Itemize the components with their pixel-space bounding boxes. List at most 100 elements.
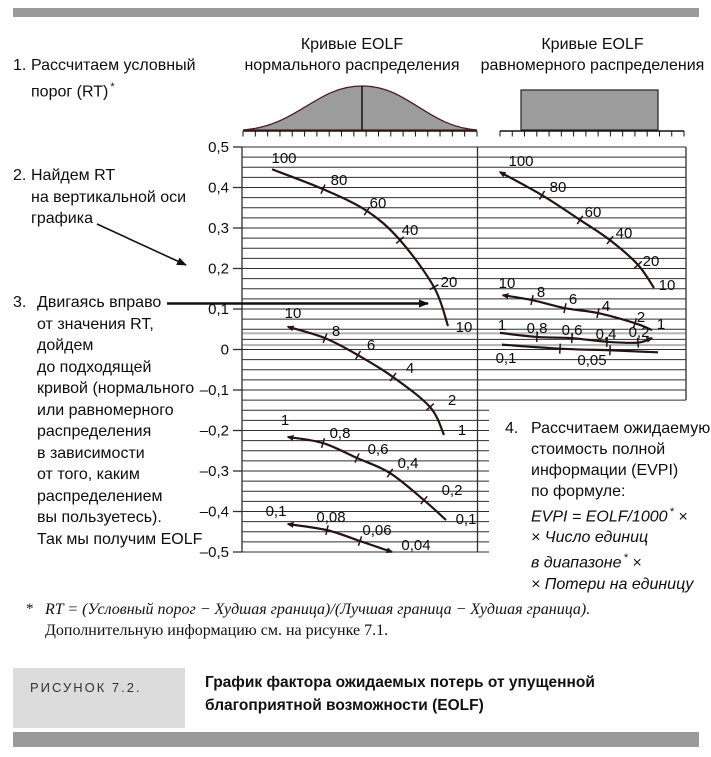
- title-line: равномерного распределения: [480, 57, 705, 74]
- curve-value-label: 60: [585, 204, 602, 221]
- curve-value-label: 80: [550, 179, 567, 196]
- curve-tick: [395, 236, 405, 245]
- y-axis-tick-label: 0,5: [208, 139, 229, 156]
- eolf-curve: [271, 168, 450, 327]
- curve-tick: [357, 536, 363, 547]
- curve-tick: [535, 331, 539, 342]
- figure-caption: График фактора ожидаемых потерь от упуще…: [205, 671, 595, 717]
- eolf-chart: 0,5 0,4 0,3 0,2 0,1 0 –0,1 –0,2 –0,3 –0,4 –0,5 100 8…: [96, 85, 687, 561]
- uniform-distribution-icon: [499, 89, 685, 137]
- curve-value-label: 8: [332, 323, 340, 340]
- curve-value-label: 6: [569, 291, 577, 308]
- curve-tick: [322, 333, 328, 344]
- curve-tick: [530, 295, 534, 306]
- y-axis-tick-label: 0,1: [208, 301, 229, 318]
- bottom-divider-bar: [13, 732, 699, 747]
- curve-value-label: 10: [456, 319, 473, 336]
- curve-value-label: 1: [657, 316, 665, 333]
- y-axis-tick-label: 0,2: [208, 261, 229, 278]
- curve-value-label: 8: [537, 284, 545, 301]
- footnote-reference: Дополнительную информацию см. на рисунке…: [45, 622, 389, 639]
- y-axis-tick-label: –0,4: [200, 504, 229, 521]
- curve-value-label: 20: [441, 274, 458, 291]
- curve-value-label: 2: [448, 392, 456, 409]
- step-text: Двигаясь вправо от значения RT, дойдем до п…: [37, 294, 203, 548]
- footnote-text: RT = (Условный порог − Худшая граница)/(…: [45, 599, 590, 641]
- y-axis: 0,5 0,4 0,3 0,2 0,1 0 –0,1 –0,2 –0,3 –0,4 –0,5: [200, 139, 242, 561]
- curve-tick: [320, 438, 326, 449]
- curve-tick: [425, 403, 435, 411]
- curve-tick: [563, 303, 567, 314]
- curve-tick: [605, 336, 609, 347]
- curve-value-label: 0,8: [527, 320, 548, 337]
- y-axis-tick-label: 0,4: [208, 180, 229, 197]
- curve-value-label: 1: [281, 412, 289, 429]
- step2-arrow: [96, 223, 187, 266]
- caption-line: График фактора ожидаемых потерь от упуще…: [205, 674, 595, 691]
- curve-tick: [633, 260, 643, 269]
- title-line: Кривые EOLF: [300, 36, 404, 53]
- footnote: * RT = (Условный порог − Худшая граница)…: [26, 599, 590, 641]
- curve-value-label: 100: [271, 150, 296, 167]
- curve-value-label: 40: [402, 222, 419, 239]
- chart-title-uniform-distribution: Кривые EOLF равномерного распределения: [474, 34, 711, 76]
- instruction-step-2: 2. Найдем RT на вертикальной оси графика: [13, 165, 186, 230]
- highlight-lines: [242, 332, 686, 347]
- instruction-step-4: 4. Рассчитаем ожидаемую стоимость полной и…: [489, 401, 711, 597]
- step-number: 4.: [505, 420, 519, 437]
- curve-tick: [325, 525, 329, 536]
- curve-value-label: 0,1: [496, 350, 517, 367]
- curve-value-label: 60: [370, 195, 387, 212]
- step-text: Рассчитаем условный порог (RT) *: [31, 57, 196, 100]
- eolf-curve: [286, 521, 394, 554]
- curve-tick: [596, 308, 600, 319]
- curve-tick: [320, 184, 326, 194]
- curve-value-label: 10: [285, 305, 302, 322]
- footnote-marker: *: [26, 601, 34, 617]
- instruction-step-1: 1. Рассчитаем условный порог (RT) *: [13, 55, 196, 102]
- curve-value-label: 0,2: [629, 324, 650, 341]
- curve-value-label: 80: [331, 172, 348, 189]
- curve-tick: [429, 284, 439, 291]
- title-line: нормального распределения: [244, 57, 460, 74]
- eolf-curve: [498, 171, 655, 289]
- curve-tick: [606, 235, 614, 245]
- curve-tick: [354, 453, 360, 463]
- y-axis-tick-label: 0: [221, 342, 229, 359]
- eolf-curve: [501, 293, 653, 332]
- curve-value-label: 4: [406, 360, 414, 377]
- top-divider-bar: [13, 8, 699, 17]
- curve-tick: [354, 350, 362, 360]
- curve-value-label: 10: [659, 277, 676, 294]
- curve-tick: [386, 468, 394, 478]
- curve-value-label: 0,4: [596, 326, 617, 343]
- curve-value-label: 2: [637, 309, 645, 326]
- step-text: Рассчитаем ожидаемую стоимость полной инфо…: [531, 420, 711, 593]
- curve-value-label: 0,06: [362, 522, 391, 539]
- instruction-step-3: 3. Двигаясь вправо от значения RT, дойдем д…: [13, 292, 202, 550]
- curve-value-label: 4: [602, 298, 610, 315]
- curve-tick: [558, 343, 562, 354]
- y-axis-tick-label: –0,3: [200, 463, 229, 480]
- curve-value-label: 10: [499, 275, 516, 292]
- curve-tick: [636, 337, 640, 348]
- curve-value-label: 0,6: [562, 322, 583, 339]
- y-axis-tick-label: 0,3: [208, 220, 229, 237]
- caption-line: благоприятной возможности (EOLF): [205, 697, 484, 714]
- curve-value-label: 0,2: [442, 482, 463, 499]
- curve-value-label: 40: [616, 225, 633, 242]
- curve-value-label: 0,04: [401, 537, 430, 554]
- chart-title-normal-distribution: Кривые EOLF нормального распределения: [212, 34, 492, 76]
- y-axis-tick-label: –0,1: [200, 382, 229, 399]
- curve-tick: [420, 495, 428, 505]
- annotation-arrows: [96, 223, 429, 308]
- curve-value-label: 0,8: [330, 425, 351, 442]
- y-axis-tick-label: –0,5: [200, 544, 229, 561]
- curve-tick: [570, 333, 574, 344]
- curve-value-label: 0,4: [398, 455, 419, 472]
- figure-label: РИСУНОК 7.2.: [30, 680, 142, 695]
- curve-tick: [538, 190, 546, 200]
